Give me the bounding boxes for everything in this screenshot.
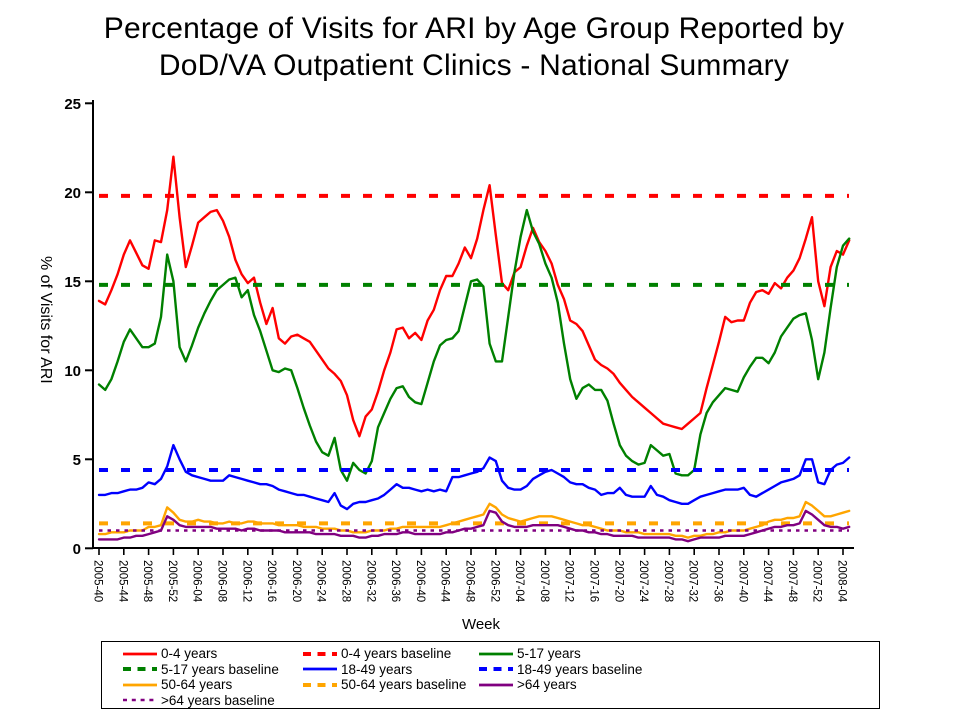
legend-swatch-0-4-years xyxy=(123,652,157,656)
x-tick-label: 2005-52 xyxy=(166,560,178,602)
legend-swatch-gt-64-years-baseline xyxy=(123,698,157,702)
x-tick-label: 2007-28 xyxy=(662,560,674,602)
legend-item-gt-64-years-baseline: >64 years baseline xyxy=(122,693,302,708)
x-tick-label: 2007-40 xyxy=(736,560,748,602)
y-tick-label: 20 xyxy=(64,185,81,202)
x-tick-label: 2006-20 xyxy=(290,560,302,602)
legend-label-50-64-years-baseline: 50-64 years baseline xyxy=(341,677,467,693)
series-line-50-64-years xyxy=(97,500,851,539)
x-tick-label: 2008-04 xyxy=(836,560,848,603)
legend-item-50-64-years-baseline: 50-64 years baseline xyxy=(302,677,478,692)
legend-item-18-49-years: 18-49 years xyxy=(302,662,478,677)
series-line-5-17-years xyxy=(97,208,851,482)
x-tick-label: 2006-24 xyxy=(315,560,327,603)
x-tick-label: 2006-36 xyxy=(389,560,401,602)
series-line-0-4-years xyxy=(97,155,851,438)
y-axis-title: % of Visits for ARI xyxy=(37,256,54,384)
x-tick-label: 2006-28 xyxy=(340,560,352,602)
legend-label-5-17-years: 5-17 years xyxy=(517,646,581,662)
legend-label-gt-64-years-baseline: >64 years baseline xyxy=(161,692,275,708)
y-tick-label: 15 xyxy=(64,274,81,291)
legend-item-18-49-years-baseline: 18-49 years baseline xyxy=(478,662,879,677)
x-tick-label: 2006-16 xyxy=(265,560,277,602)
legend-swatch-gt-64-years xyxy=(479,683,513,687)
legend-label-0-4-years-baseline: 0-4 years baseline xyxy=(341,646,452,662)
legend-item-gt-64-years: >64 years xyxy=(478,677,879,692)
legend-swatch-0-4-years-baseline xyxy=(303,651,337,656)
y-tick-label: 0 xyxy=(73,541,81,558)
x-tick-label: 2007-04 xyxy=(513,560,525,603)
chart-title: Percentage of Visits for ARI by Age Grou… xyxy=(0,10,948,84)
legend-label-5-17-years-baseline: 5-17 years baseline xyxy=(161,661,279,677)
x-tick-label: 2007-16 xyxy=(588,560,600,602)
x-tick-label: 2006-44 xyxy=(439,560,451,603)
legend-label-18-49-years-baseline: 18-49 years baseline xyxy=(517,661,643,677)
legend-swatch-18-49-years-baseline xyxy=(479,667,513,672)
legend-item-0-4-years-baseline: 0-4 years baseline xyxy=(302,646,478,661)
legend: 0-4 years 0-4 years baseline 5-17 years 5-1… xyxy=(101,641,880,709)
x-tick-label: 2007-08 xyxy=(538,560,550,602)
y-tick-label: 25 xyxy=(64,96,81,113)
x-tick-label: 2007-12 xyxy=(563,560,575,602)
legend-item-5-17-years-baseline: 5-17 years baseline xyxy=(122,662,302,677)
legend-swatch-50-64-years xyxy=(123,683,157,687)
x-tick-label: 2007-52 xyxy=(811,560,823,602)
x-tick-label: 2006-52 xyxy=(488,560,500,602)
x-axis-title: Week xyxy=(462,616,501,633)
legend-label-50-64-years: 50-64 years xyxy=(161,677,233,693)
x-tick-label: 2006-08 xyxy=(216,560,228,602)
x-tick-label: 2007-44 xyxy=(761,560,773,603)
legend-item-0-4-years: 0-4 years xyxy=(122,646,302,661)
y-tick-label: 5 xyxy=(73,452,81,469)
legend-swatch-50-64-years-baseline xyxy=(303,682,337,687)
legend-item-50-64-years: 50-64 years xyxy=(122,677,302,692)
legend-label-gt-64-years: >64 years xyxy=(517,677,577,693)
x-tick-label: 2007-24 xyxy=(637,560,649,603)
series-line-18-49-years xyxy=(97,443,851,511)
x-tick-label: 2007-36 xyxy=(712,560,724,602)
x-tick-label: 2006-04 xyxy=(191,560,203,603)
chart-title-line-1: Percentage of Visits for ARI by Age Grou… xyxy=(103,12,845,45)
x-tick-label: 2007-32 xyxy=(687,560,699,602)
x-tick-label: 2006-32 xyxy=(364,560,376,602)
legend-swatch-5-17-years-baseline xyxy=(123,667,157,672)
x-tick-label: 2007-20 xyxy=(612,560,624,602)
x-tick-label: 2006-48 xyxy=(464,560,476,602)
legend-label-0-4-years: 0-4 years xyxy=(161,646,218,662)
legend-swatch-18-49-years xyxy=(303,667,337,671)
x-tick-label: 2005-44 xyxy=(116,560,128,603)
x-tick-label: 2005-40 xyxy=(92,560,104,602)
legend-label-18-49-years: 18-49 years xyxy=(341,661,413,677)
legend-swatch-5-17-years xyxy=(479,652,513,656)
x-tick-label: 2006-40 xyxy=(414,560,426,602)
y-tick-label: 10 xyxy=(64,363,81,380)
x-tick-label: 2007-48 xyxy=(786,560,798,602)
x-tick-label: 2005-48 xyxy=(141,560,153,602)
series-line-gt-64-years xyxy=(97,509,851,543)
legend-item-5-17-years: 5-17 years xyxy=(478,646,879,661)
chart-title-line-2: DoD/VA Outpatient Clinics - National Sum… xyxy=(158,49,790,82)
x-tick-label: 2006-12 xyxy=(240,560,252,602)
